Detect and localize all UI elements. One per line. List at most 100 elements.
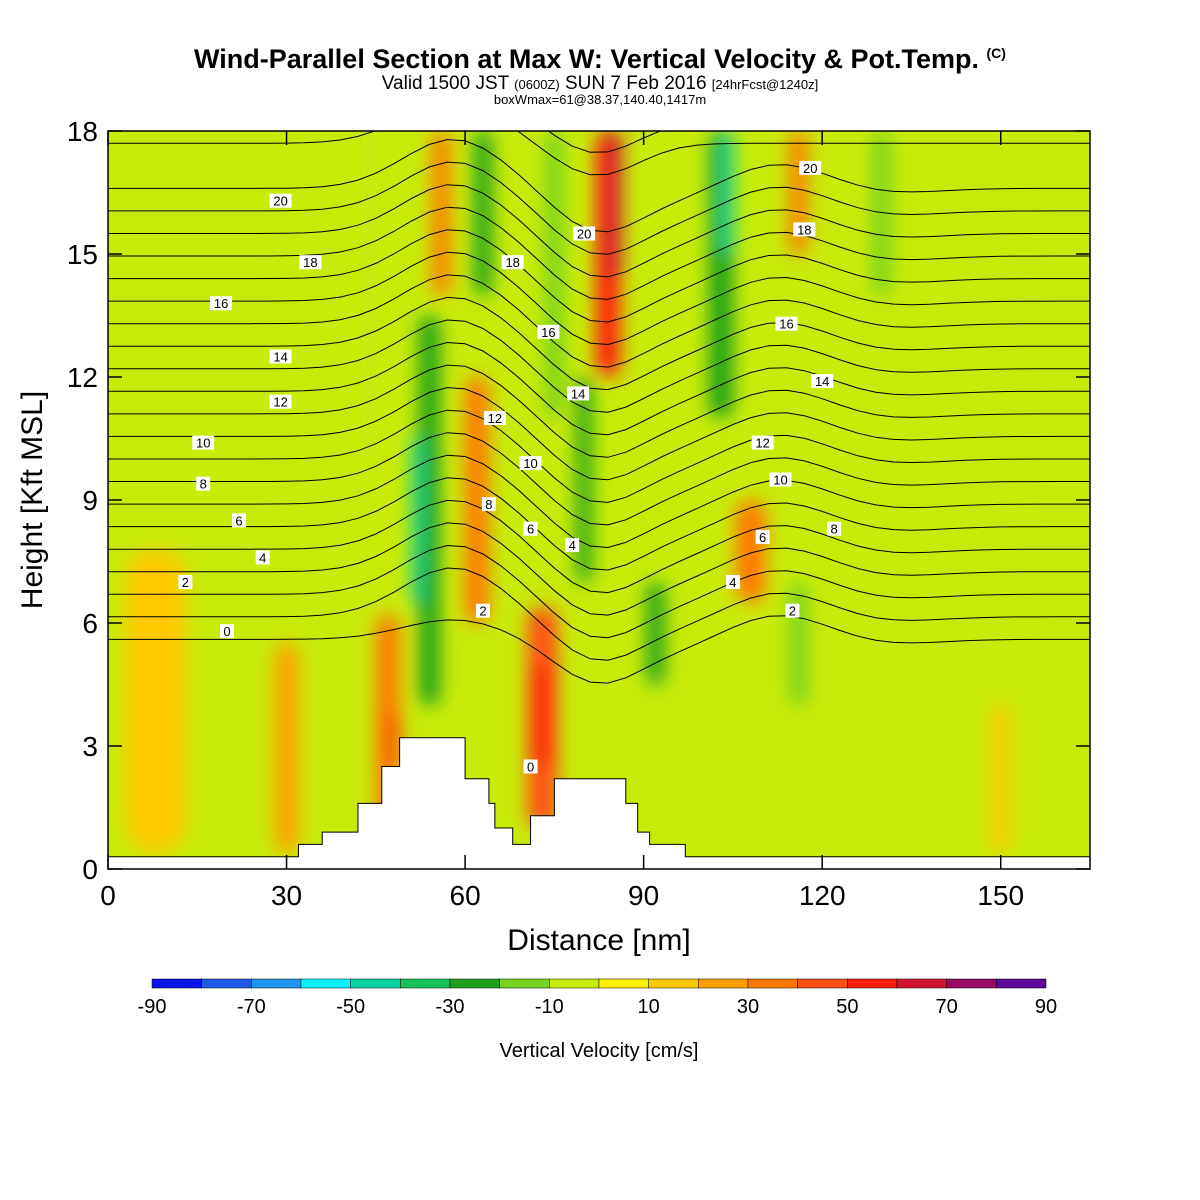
contour-label-bg: [231, 513, 246, 528]
isentrope-9: [108, 387, 1090, 481]
contour-label-text: 6: [235, 514, 242, 529]
contour-label-bg: [192, 435, 215, 450]
velocity-band-15: [606, 131, 622, 275]
contour-label-text: 2: [789, 604, 796, 619]
isentrope-27: [108, 0, 1090, 62]
contour-label-bg: [567, 386, 590, 401]
velocity-band-18: [721, 131, 733, 254]
isentrope-14: [108, 274, 1090, 368]
x-axis-label: Distance [nm]: [507, 924, 690, 957]
contour-label-text: 2: [479, 604, 486, 619]
contour-label-bg: [196, 476, 211, 491]
velocity-band-11: [533, 664, 552, 767]
colorbar-swatch-13: [797, 978, 848, 989]
isentrope-22: [108, 131, 1090, 176]
contour-label-25: 14: [811, 374, 834, 389]
contour-label-bg: [255, 550, 270, 565]
x-tick-label: 90: [628, 880, 659, 911]
contour-label-bg: [573, 226, 596, 241]
contour-label-bg: [519, 456, 542, 471]
contour-label-bg: [210, 296, 233, 311]
colorbar-tick-label: -70: [237, 996, 266, 1018]
contour-label-21: 0: [523, 759, 538, 775]
colorbar-swatch-9: [598, 978, 649, 989]
contour-label-24: 16: [775, 316, 798, 332]
contour-label-bg: [793, 222, 816, 237]
contour-label-17: 8: [481, 497, 496, 512]
title-main-text: Wind-Parallel Section at Max W: Vertical…: [194, 44, 979, 74]
velocity-band-8: [465, 377, 489, 623]
contour-label-text: 18: [303, 255, 317, 270]
y-tick-label: 12: [67, 362, 98, 393]
velocity-band-5: [418, 315, 440, 705]
contour-label-22: 20: [799, 160, 822, 176]
colorbar-tick-label: -90: [138, 996, 167, 1018]
colorbar-swatch-7: [499, 978, 550, 989]
colorbar-swatch-16: [946, 978, 997, 989]
isentrope-26: [108, 12, 1090, 84]
x-tick-label: 150: [977, 880, 1024, 911]
contour-label-text: 12: [488, 411, 502, 426]
contour-label-7: 6: [231, 513, 246, 529]
contour-label-bg: [475, 603, 490, 618]
isentrope-13: [108, 296, 1090, 391]
contour-label-15: 12: [483, 411, 506, 426]
velocity-band-6: [412, 438, 423, 603]
colorbar-tick-label: 90: [1035, 996, 1057, 1018]
colorbar-tick-label: -50: [336, 996, 365, 1018]
contour-label-text: 16: [541, 325, 555, 340]
colorbar-tick-label: 70: [936, 996, 958, 1018]
velocity-band-0: [125, 549, 186, 853]
contour-labels: 2018161412108642018201614121086420201816…: [178, 160, 842, 775]
contour-label-bg: [537, 324, 560, 339]
y-axis-label: Height [Kft MSL]: [16, 391, 49, 609]
valid-date: SUN 7 Feb 2016: [564, 73, 707, 94]
contour-label-bg: [299, 255, 322, 270]
forecast-hour: [24hrFcst@1240z]: [711, 77, 819, 92]
velocity-band-9: [474, 131, 492, 295]
contour-label-bg: [775, 316, 798, 331]
contour-label-bg: [751, 435, 774, 450]
chart-subtitle: Valid 1500 JST (0600Z) SUN 7 Feb 2016 [2…: [0, 73, 1200, 95]
contour-label-16: 10: [519, 456, 542, 471]
colorbar-tick-label: 50: [836, 996, 858, 1018]
contour-label-8: 4: [255, 550, 270, 565]
contour-label-14: 14: [567, 386, 590, 401]
vertical-velocity-shading: [125, 131, 1010, 853]
contour-label-2: 16: [210, 296, 233, 311]
colorbar-swatch-11: [698, 978, 749, 989]
contour-label-bg: [565, 538, 580, 553]
y-tick-label: 9: [82, 485, 98, 516]
contour-label-text: 6: [527, 522, 534, 537]
isentrope-4: [108, 499, 1090, 594]
contour-label-28: 8: [827, 521, 842, 537]
contour-label-text: 6: [759, 530, 766, 545]
valid-utc: (0600Z): [514, 77, 560, 92]
valid-time: Valid 1500 JST: [381, 73, 509, 94]
colorbar-swatch-8: [549, 978, 600, 989]
chart-title: Wind-Parallel Section at Max W: Vertical…: [0, 44, 1200, 75]
y-tick-label: 18: [67, 116, 98, 147]
contour-label-31: 2: [785, 603, 800, 619]
contour-label-12: 20: [573, 226, 596, 242]
isentrope-28: [108, 0, 1090, 39]
velocity-band-16: [646, 582, 665, 685]
colorbar-swatch-3: [300, 978, 351, 989]
contour-label-26: 12: [751, 435, 774, 451]
isentrope-19: [108, 161, 1090, 255]
contour-label-bg: [811, 374, 834, 389]
contour-label-bg: [483, 411, 506, 425]
isentrope-16: [108, 229, 1090, 323]
contour-label-bg: [269, 349, 292, 364]
terrain-profile: [108, 737, 1090, 869]
isentrope-0: [108, 615, 1090, 684]
isentrope-15: [108, 251, 1090, 346]
isentrope-17: [108, 206, 1090, 300]
contour-label-text: 18: [797, 222, 811, 237]
contour-label-20: 2: [475, 603, 490, 619]
contour-label-bg: [220, 624, 235, 639]
contour-label-text: 16: [779, 317, 793, 332]
isentrope-10: [108, 364, 1090, 458]
box-wmax-text: boxWmax=61@38.37,140.40,1417m: [493, 92, 707, 107]
